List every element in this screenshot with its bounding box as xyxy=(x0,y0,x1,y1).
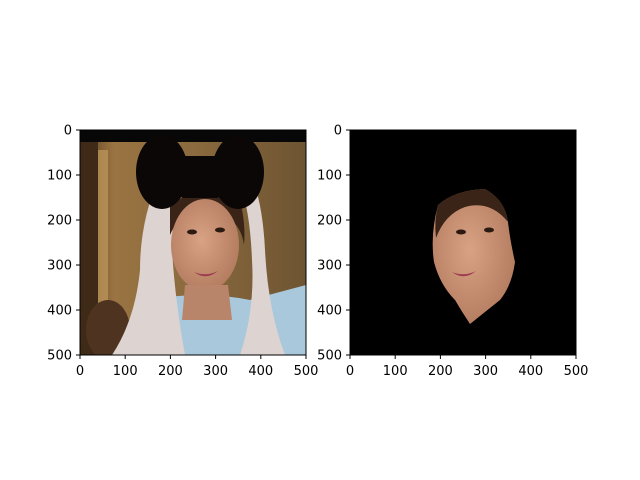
axes-layer: 0 100 200 300 400 500 0 100 200 300 400 500 0 100 200 3… xyxy=(47,124,588,380)
cutout-mouth xyxy=(452,271,476,277)
right-axes-frame xyxy=(349,129,577,356)
right-image-panel xyxy=(350,130,576,355)
face xyxy=(171,199,239,291)
left-x-tick-label: 0 xyxy=(76,364,84,379)
left-image-panel xyxy=(80,130,306,355)
doorway-light xyxy=(98,150,108,355)
left-y-tick-label: 200 xyxy=(47,214,72,229)
cutout-right-eye xyxy=(484,227,494,233)
right-x-tick-label: 100 xyxy=(383,364,408,379)
right-x-tick-label: 400 xyxy=(518,364,543,379)
background-figure xyxy=(86,300,130,355)
left-image xyxy=(80,130,306,355)
doorway-shadow xyxy=(80,140,98,355)
right-x-tick-label: 500 xyxy=(564,364,589,379)
left-y-tick-label: 0 xyxy=(64,124,72,139)
left-x-tick-label: 400 xyxy=(248,364,273,379)
right-eye xyxy=(215,227,225,233)
right-y-tick-label: 100 xyxy=(317,169,342,184)
face-cutout xyxy=(432,189,515,324)
left-y-tick-label: 400 xyxy=(47,304,72,319)
top-black-bar xyxy=(80,130,306,142)
right-y-tick-label: 300 xyxy=(317,259,342,274)
neck xyxy=(182,285,232,320)
right-x-tick-label: 300 xyxy=(473,364,498,379)
right-y-tick-label: 0 xyxy=(334,124,342,139)
right-y-tick-label: 200 xyxy=(317,214,342,229)
right-x-tick-label: 200 xyxy=(428,364,453,379)
cutout-left-eye xyxy=(456,229,466,235)
right-image xyxy=(350,130,576,355)
right-y-tick-label: 500 xyxy=(317,349,342,364)
bow-overlay xyxy=(136,135,264,209)
left-x-tick-label: 500 xyxy=(294,364,319,379)
left-x-tick-label: 200 xyxy=(158,364,183,379)
left-x-tick-label: 100 xyxy=(113,364,138,379)
mouth xyxy=(194,271,218,277)
right-x-tick-label: 0 xyxy=(346,364,354,379)
left-eye xyxy=(187,229,197,235)
left-axes-frame xyxy=(79,129,307,356)
left-y-tick-label: 100 xyxy=(47,169,72,184)
left-y-tick-label: 300 xyxy=(47,259,72,274)
hair-cutout xyxy=(435,189,508,238)
left-x-tick-label: 300 xyxy=(203,364,228,379)
right-y-tick-label: 400 xyxy=(317,304,342,319)
left-y-tick-label: 500 xyxy=(47,349,72,364)
